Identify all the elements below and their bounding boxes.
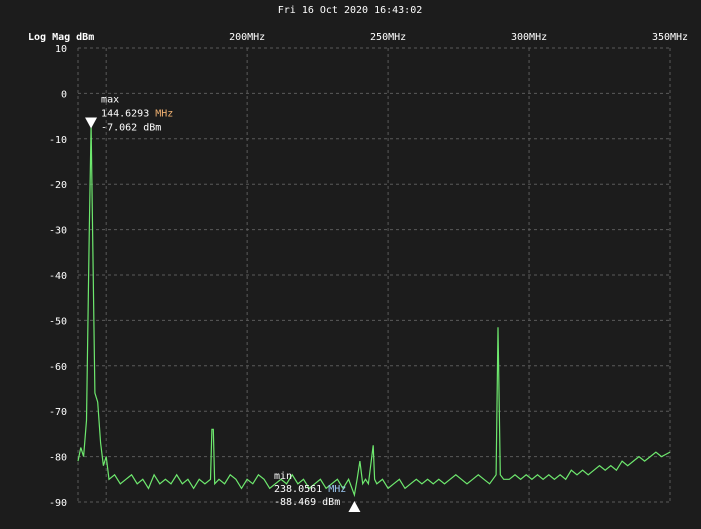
min-marker-freq: 238.0561 MHz — [274, 484, 346, 495]
y-tick-label: -50 — [49, 316, 67, 327]
max-marker-freq: 144.6293 MHz — [101, 108, 173, 119]
y-tick-label: -20 — [49, 180, 67, 191]
x-tick-label: 250MHz — [370, 32, 406, 43]
y-tick-label: -70 — [49, 407, 67, 418]
x-tick-label: 200MHz — [229, 32, 265, 43]
min-freq-unit: MHz — [322, 484, 346, 495]
y-axis-label: Log Mag dBm — [28, 32, 94, 43]
y-tick-label: -30 — [49, 226, 67, 237]
y-tick-label: -40 — [49, 271, 67, 282]
max-marker-level: -7.062 dBm — [101, 122, 161, 133]
min-freq-value: 238.0561 — [274, 484, 322, 495]
trace-line — [77, 125, 671, 498]
y-tick-label: 0 — [61, 89, 67, 100]
x-tick-label: 350MHz — [652, 32, 688, 43]
min-marker-triangle — [348, 501, 361, 513]
y-tick-label: -80 — [49, 453, 67, 464]
min-marker-level: -88.469 dBm — [274, 497, 340, 508]
max-marker-triangle — [85, 117, 98, 129]
y-tick-label: -60 — [49, 362, 67, 373]
y-tick-label: -10 — [49, 135, 67, 146]
min-marker-label: min — [274, 471, 292, 482]
x-tick-label: 300MHz — [511, 32, 547, 43]
x-tick-labels: 200MHz 250MHz 300MHz 350MHz — [229, 32, 688, 43]
timestamp: Fri 16 Oct 2020 16:43:02 — [278, 5, 423, 16]
max-marker-label: max — [101, 94, 119, 105]
markers: max 144.6293 MHz -7.062 dBm min 238.0561 MHz… — [85, 94, 361, 513]
y-tick-label: -90 — [49, 498, 67, 509]
y-tick-label: 10 — [55, 44, 67, 55]
y-tick-labels: 10 0 -10 -20 -30 -40 -50 -60 -70 -80 -90 — [49, 44, 67, 509]
grid — [77, 47, 671, 503]
max-freq-value: 144.6293 — [101, 108, 149, 119]
max-freq-unit: MHz — [149, 108, 173, 119]
